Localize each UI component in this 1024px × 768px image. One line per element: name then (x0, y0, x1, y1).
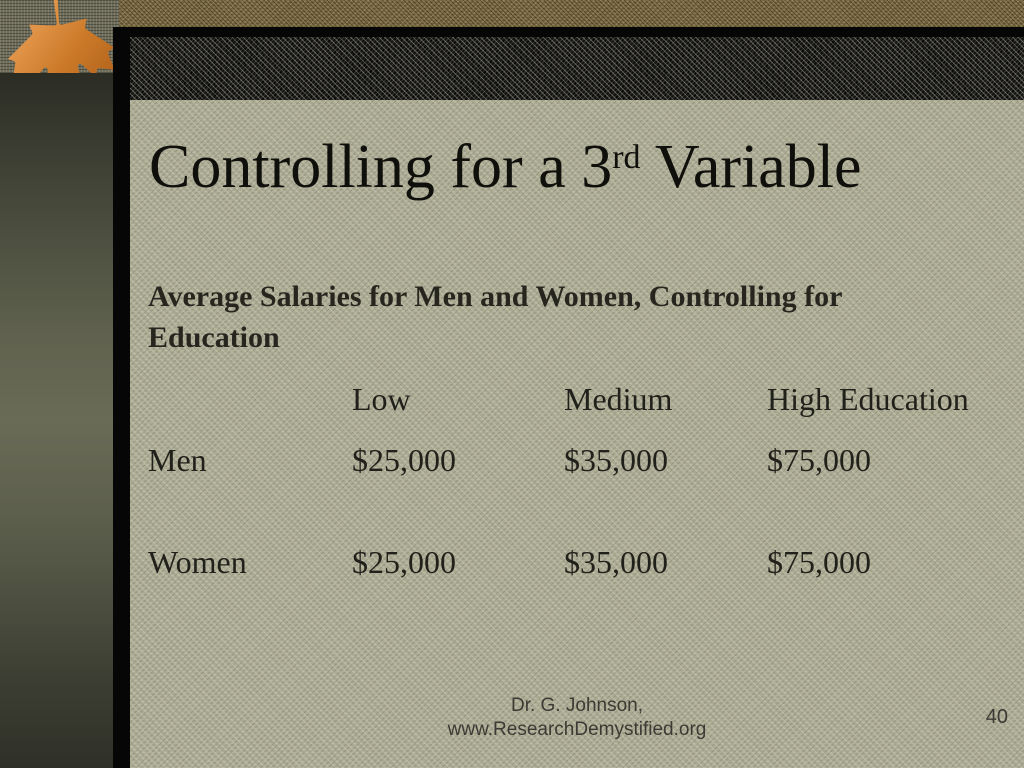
slide-title-prefix: Controlling for a 3 (149, 132, 613, 201)
table-heading-line1: Average Salaries for Men and Women, Cont… (148, 280, 843, 313)
table-cell: $25,000 (352, 544, 456, 580)
column-header-low: Low (352, 381, 411, 417)
top-border-texture (0, 0, 1024, 30)
title-texture-band (130, 37, 1024, 100)
table-header-row: Low Medium High Education (148, 379, 1018, 419)
table-heading: Average Salaries for Men and Women, Cont… (148, 276, 958, 358)
footer-author: Dr. G. Johnson, (510, 695, 643, 716)
left-sidebar-panel (0, 73, 113, 768)
slide-content-area: Controlling for a 3rd Variable Average S… (130, 100, 1024, 768)
slide-number: 40 (985, 706, 1008, 728)
column-header-medium: Medium (564, 381, 673, 417)
table-cell: $75,000 (767, 544, 871, 580)
table-corner-cell (148, 379, 352, 419)
maple-leaf-icon (7, 0, 115, 112)
table-cell: $75,000 (767, 442, 871, 478)
table-row-women: Women $25,000 $35,000 $75,000 (148, 542, 1018, 582)
footer-website: www.ResearchDemystified.org (447, 719, 707, 740)
column-header-high-education: High Education (767, 381, 969, 417)
slide-title-ordinal-superscript: rd (612, 138, 641, 176)
table-cell: $35,000 (564, 442, 668, 478)
table-heading-line2: Education (148, 321, 280, 354)
table-cell: $35,000 (564, 544, 668, 580)
table-cell: $25,000 (352, 442, 456, 478)
leaf-corner-decoration (0, 0, 119, 112)
table-row-men: Men $25,000 $35,000 $75,000 (148, 440, 1018, 480)
slide-title-suffix: Variable (640, 132, 862, 201)
slide-title: Controlling for a 3rd Variable (149, 136, 861, 198)
slide-footer: Dr. G. Johnson, www.ResearchDemystified.… (130, 694, 1024, 742)
row-label-women: Women (148, 544, 247, 580)
row-label-men: Men (148, 442, 207, 478)
